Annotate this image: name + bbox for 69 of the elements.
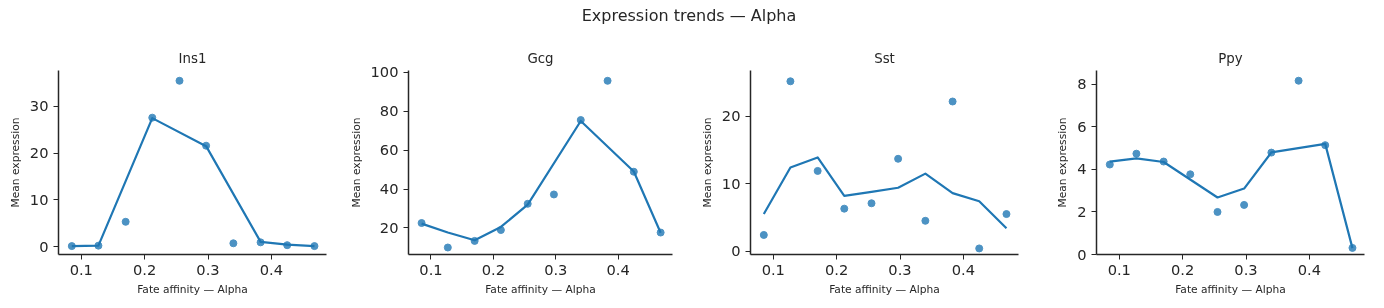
point — [1186, 170, 1195, 179]
y-tick-label: 40 — [379, 179, 399, 197]
chart-title: Ppy — [1218, 50, 1243, 66]
y-tick-label: 20 — [721, 107, 741, 125]
y-tick-label: 2 — [1077, 202, 1087, 220]
y-axis-title: Mean expression — [8, 117, 22, 208]
y-tick-label: 6 — [1077, 117, 1087, 135]
point — [549, 190, 558, 199]
point — [229, 239, 238, 248]
y-tick-label: 100 — [370, 63, 399, 81]
x-tick-label: 0.1 — [1107, 260, 1131, 278]
y-tick-label: 60 — [379, 141, 399, 159]
x-tick-label: 0.1 — [419, 260, 443, 278]
y-tick-label: 4 — [1077, 160, 1087, 178]
y-axis-title: Mean expression — [349, 117, 363, 208]
x-axis-title: Fate affinity — Alpha — [1175, 282, 1286, 296]
y-tick-label: 20 — [379, 218, 399, 236]
y-tick-label: 0 — [39, 237, 49, 255]
point — [1002, 209, 1011, 218]
point — [759, 230, 768, 239]
x-tick-label: 0.4 — [606, 260, 630, 278]
y-tick-label: 80 — [379, 102, 399, 120]
y-tick-label: 0 — [731, 241, 741, 259]
y-axis-title: Mean expression — [700, 117, 714, 208]
point — [1105, 160, 1114, 169]
point — [175, 76, 184, 85]
y-tick-label: 10 — [721, 174, 741, 192]
point — [975, 244, 984, 253]
x-axis-title: Fate affinity — Alpha — [829, 282, 940, 296]
x-tick-label: 0.3 — [1234, 260, 1258, 278]
x-tick-label: 0.4 — [951, 260, 976, 278]
point — [840, 204, 849, 213]
line-series — [762, 156, 1008, 230]
x-tick-label: 0.2 — [481, 260, 506, 278]
y-tick-label: 10 — [29, 190, 49, 208]
x-tick-label: 0.3 — [888, 260, 912, 278]
y-tick-label: 8 — [1077, 75, 1087, 93]
x-tick-label: 0.4 — [259, 260, 284, 278]
chart-title: Ins1 — [178, 50, 207, 66]
point — [121, 217, 130, 226]
x-tick-label: 0.1 — [69, 260, 93, 278]
x-tick-label: 0.1 — [761, 260, 785, 278]
point — [948, 97, 957, 106]
point — [1240, 200, 1249, 209]
point — [813, 166, 822, 175]
x-tick-label: 0.3 — [196, 260, 220, 278]
x-tick-label: 0.2 — [133, 260, 157, 278]
point — [1294, 76, 1303, 85]
y-tick-label: 20 — [29, 144, 49, 161]
point — [867, 199, 876, 208]
chart-title: Gcg — [527, 50, 554, 66]
x-tick-label: 0.3 — [544, 260, 568, 278]
x-tick-label: 0.4 — [1297, 260, 1322, 278]
x-tick-label: 0.2 — [825, 260, 849, 278]
x-axis-title: Fate affinity — Alpha — [137, 282, 248, 296]
point — [921, 216, 930, 225]
y-tick-label: 30 — [29, 97, 49, 115]
point — [894, 154, 903, 163]
point — [1213, 207, 1222, 216]
point — [603, 76, 612, 85]
chart-title: Sst — [874, 50, 895, 66]
text: Expression trends — Alpha — [581, 5, 797, 27]
point — [786, 77, 795, 86]
x-tick-label: 0.2 — [1171, 260, 1195, 278]
y-axis-title: Mean expression — [1056, 117, 1070, 208]
x-axis-title: Fate affinity — Alpha — [485, 282, 596, 296]
y-tick-label: 0 — [1077, 245, 1087, 263]
point — [443, 243, 452, 252]
point — [1132, 149, 1141, 158]
